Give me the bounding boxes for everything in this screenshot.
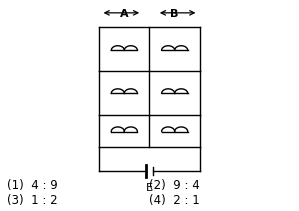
Text: B: B bbox=[170, 9, 179, 19]
Text: E: E bbox=[146, 183, 153, 193]
Text: (3)  1 : 2: (3) 1 : 2 bbox=[7, 194, 58, 207]
Text: (1)  4 : 9: (1) 4 : 9 bbox=[7, 179, 58, 192]
Text: (4)  2 : 1: (4) 2 : 1 bbox=[150, 194, 200, 207]
Text: (2)  9 : 4: (2) 9 : 4 bbox=[150, 179, 200, 192]
Text: A: A bbox=[120, 9, 129, 19]
